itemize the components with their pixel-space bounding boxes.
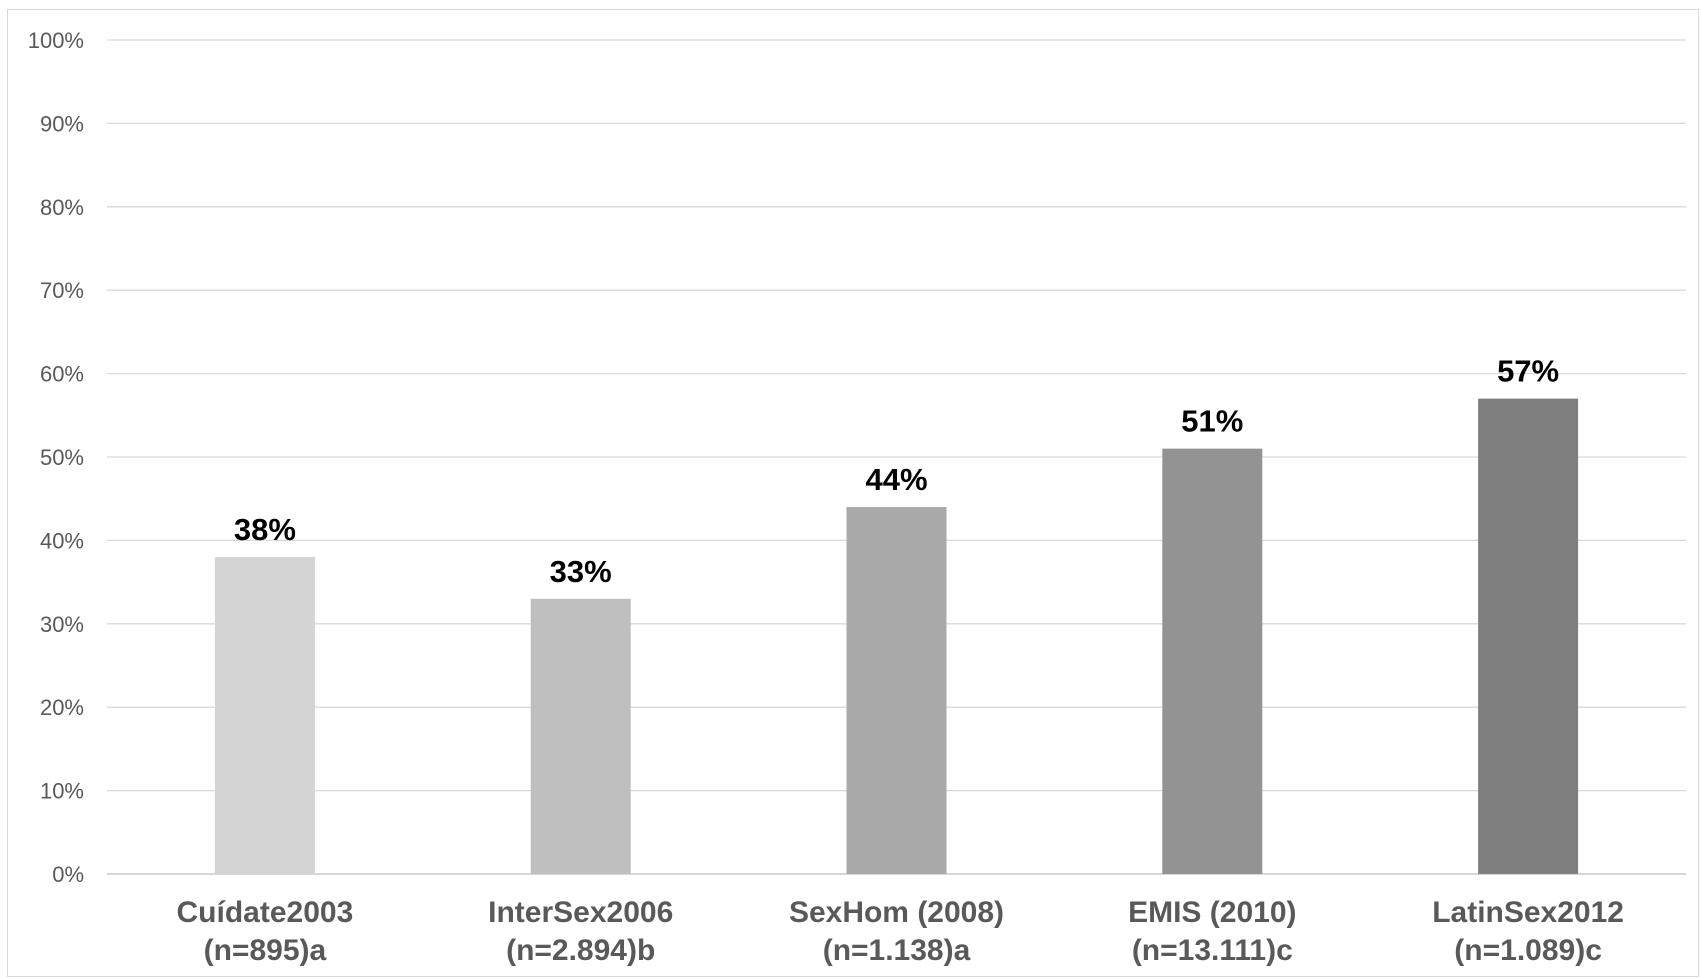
category-label: (n=2.894)b <box>506 934 655 967</box>
category-label: (n=1.089)c <box>1454 934 1602 967</box>
y-tick-label: 70% <box>40 278 84 303</box>
y-tick-label: 20% <box>40 695 84 720</box>
category-label: EMIS (2010) <box>1128 896 1296 929</box>
gridlines <box>107 39 1686 875</box>
y-tick-label: 60% <box>40 362 84 387</box>
y-tick-label: 40% <box>40 528 84 553</box>
y-tick-label: 90% <box>40 111 84 136</box>
bar <box>1478 398 1579 874</box>
bar <box>530 598 631 874</box>
category-labels: Cuídate2003 (n=895)a InterSex2006 (n=2.894)… <box>177 896 1624 967</box>
category-label: SexHom (2008) <box>789 896 1004 929</box>
y-tick-label: 80% <box>40 195 84 220</box>
y-tick-label: 0% <box>52 862 84 887</box>
category-label: (n=895)a <box>204 934 327 967</box>
y-tick-label: 100% <box>28 28 84 53</box>
bar <box>1162 448 1263 874</box>
category-label: (n=13.111)c <box>1132 934 1293 967</box>
bars <box>214 398 1579 874</box>
category-label: (n=1.138)a <box>823 934 971 967</box>
y-tick-label: 50% <box>40 445 84 470</box>
y-tick-label: 30% <box>40 612 84 637</box>
category-label: LatinSex2012 <box>1432 896 1624 929</box>
bar <box>846 507 947 874</box>
data-label: 51% <box>1181 404 1243 439</box>
data-label: 33% <box>550 554 612 589</box>
data-label: 57% <box>1497 354 1559 389</box>
data-label: 44% <box>865 462 927 497</box>
category-label: Cuídate2003 <box>177 896 354 929</box>
category-label: InterSex2006 <box>488 896 673 929</box>
y-tick-label: 10% <box>40 779 84 804</box>
data-label: 38% <box>234 512 296 547</box>
y-axis-tick-labels: 0% 10% 20% 30% 40% 50% 60% 70% 80% 90% 100% <box>28 28 84 887</box>
data-labels: 38% 33% 44% 51% 57% <box>234 354 1559 589</box>
bar <box>214 557 315 874</box>
